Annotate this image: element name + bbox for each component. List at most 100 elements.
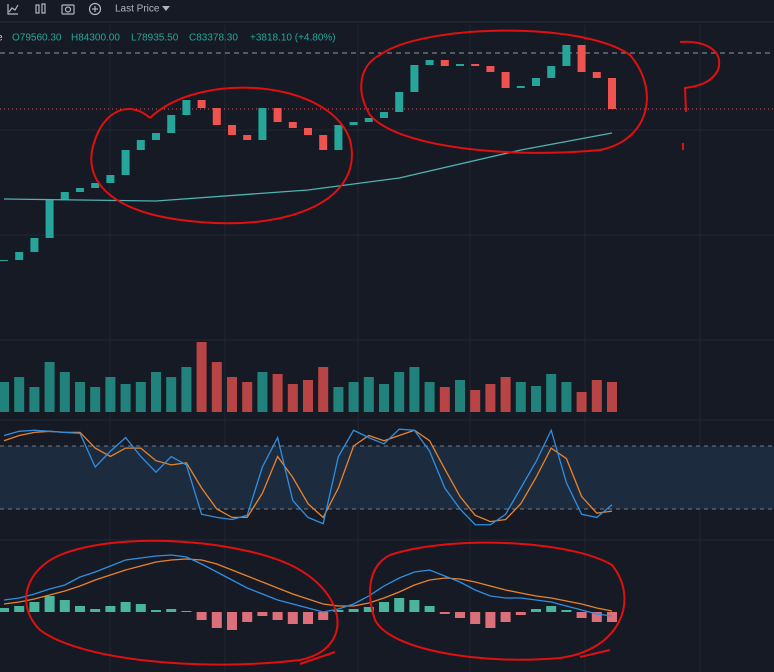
toolbar-icons[interactable] <box>7 2 102 16</box>
macd-histogram-bar <box>470 612 481 624</box>
macd-histogram-bar <box>29 602 40 612</box>
moving-average-line <box>3 132 613 202</box>
volume-bar <box>303 380 313 412</box>
volume-bar <box>576 392 587 412</box>
macd-histogram-bar <box>333 610 344 612</box>
candle <box>349 122 358 125</box>
volume-bar <box>105 377 116 412</box>
volume-bar <box>181 367 192 412</box>
candle <box>243 135 252 140</box>
ohlc-change: +3818.10 (+4.80%) <box>250 33 336 44</box>
volume-bar <box>348 382 359 412</box>
dropdown-caret[interactable] <box>162 6 170 11</box>
macd-histogram-bar <box>379 602 389 612</box>
macd-histogram-bar <box>363 607 374 612</box>
ohlc-open: O79560.30 <box>12 33 62 44</box>
macd-histogram-bar <box>211 612 222 628</box>
candle <box>592 72 601 78</box>
volume-bar <box>287 384 298 412</box>
macd-histogram-bar <box>607 612 617 622</box>
ohlc-low: L78935.50 <box>131 33 179 44</box>
volume-bar <box>546 374 557 412</box>
candle <box>395 92 404 112</box>
volume-bar <box>379 384 389 412</box>
candle <box>60 192 69 200</box>
candle <box>410 65 419 92</box>
volume-bar <box>409 367 420 412</box>
macd-histogram-bar <box>166 609 177 612</box>
candle <box>197 100 206 108</box>
ohlc-high: H84300.00 <box>71 33 120 44</box>
macd-histogram-bar <box>242 612 253 622</box>
macd-histogram-bar <box>44 596 55 612</box>
candle <box>440 60 449 66</box>
macd-histogram-bar <box>394 598 405 612</box>
candle <box>288 122 297 128</box>
volume-bar <box>500 377 511 412</box>
candle <box>304 128 312 135</box>
macd-histogram-bar <box>14 606 25 612</box>
ohlc-close: C83378.30 <box>189 33 238 44</box>
macd-histogram-bar <box>120 602 131 612</box>
macd-histogram-bar <box>576 612 587 618</box>
macd-histogram-bar <box>439 612 450 614</box>
macd-histogram-bar <box>546 606 557 612</box>
candle <box>532 78 540 86</box>
volume-bar <box>166 377 177 412</box>
macd-histogram-bar <box>424 606 435 612</box>
volume-bar <box>59 372 70 412</box>
volume-bar <box>135 382 146 412</box>
candle <box>425 60 434 65</box>
macd-line <box>3 554 613 617</box>
candle <box>152 133 160 140</box>
macd-histogram-bar <box>181 611 192 612</box>
volume-bar <box>470 390 481 412</box>
macd-histogram-bar <box>318 612 329 620</box>
volume-bar <box>272 374 283 412</box>
symbol: e <box>0 33 3 44</box>
macd-histogram-bar <box>59 600 70 612</box>
candle <box>562 45 571 66</box>
candle <box>228 125 236 135</box>
stoch-band <box>0 446 774 509</box>
volume-bar <box>531 386 541 412</box>
macd-histogram-bar <box>75 606 85 612</box>
macd-histogram-bar <box>455 612 465 618</box>
candle <box>471 64 480 66</box>
candle <box>45 200 54 238</box>
macd-histogram-bar <box>500 612 511 622</box>
macd-histogram-bar <box>227 612 237 630</box>
volume-bar <box>394 372 405 412</box>
candle <box>167 115 176 133</box>
candle <box>76 188 84 192</box>
volume-bar <box>227 377 237 412</box>
macd-signal-line <box>3 558 613 612</box>
candle <box>106 175 115 183</box>
candle <box>486 66 495 72</box>
macd-histogram-bar <box>348 609 359 612</box>
grid <box>0 25 774 672</box>
candle <box>319 135 328 150</box>
candle <box>334 125 343 150</box>
macd-histogram-bar <box>485 612 496 628</box>
candle <box>608 78 616 109</box>
volume-bar <box>318 367 329 412</box>
macd-histogram-bar <box>272 612 283 620</box>
volume-bar <box>424 382 435 412</box>
candle <box>258 108 267 140</box>
volume-bar <box>333 387 344 412</box>
macd-histogram-bar <box>151 610 161 612</box>
candle <box>364 118 373 122</box>
macd-histogram-bar <box>515 612 526 615</box>
candle <box>501 72 510 88</box>
toolbar <box>0 0 774 22</box>
volume-bar <box>14 377 25 412</box>
price-source-button[interactable]: Last Price <box>115 4 160 15</box>
candle <box>456 64 464 66</box>
volume-bar <box>257 372 268 412</box>
volume-bar <box>363 377 374 412</box>
volume-bar <box>561 382 572 412</box>
candle <box>0 260 8 261</box>
